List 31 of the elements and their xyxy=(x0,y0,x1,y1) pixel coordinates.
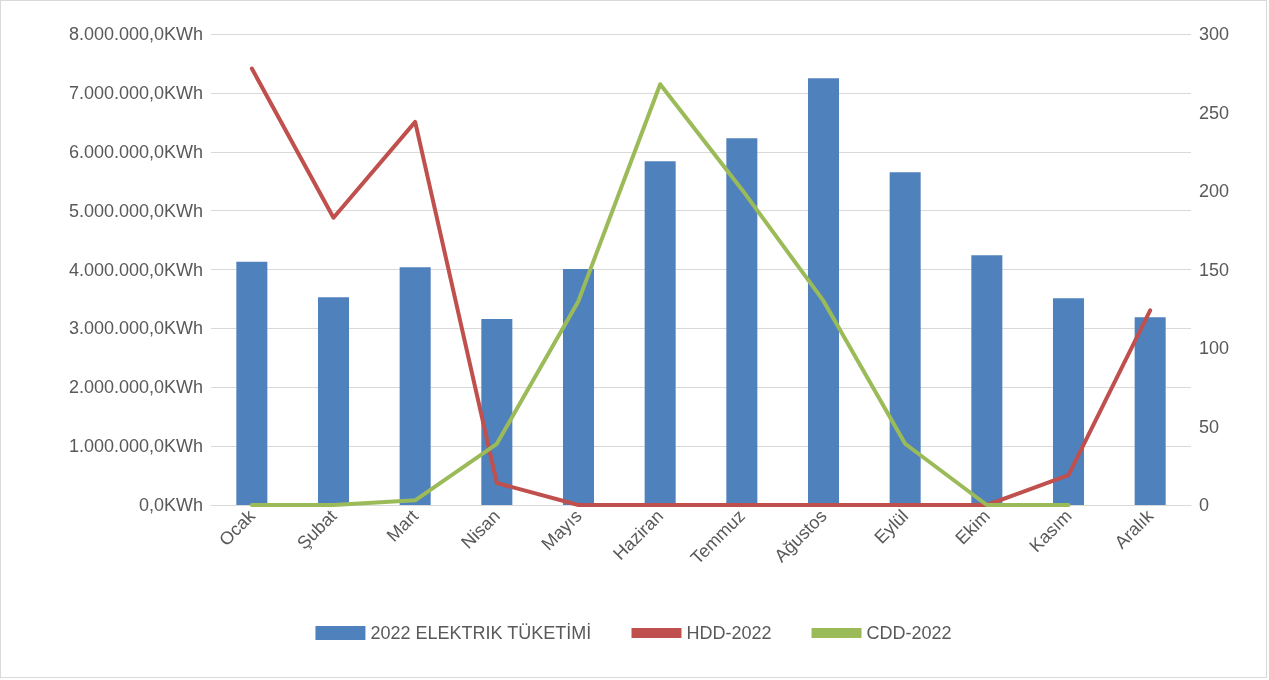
bar xyxy=(889,172,921,505)
y-tick-label: 2.000.000,0KWh xyxy=(68,377,203,398)
legend-label: HDD-2022 xyxy=(686,623,772,643)
bar xyxy=(481,318,513,505)
y2-tick-label: 0 xyxy=(1199,495,1210,515)
bar xyxy=(562,268,595,505)
y-tick-label: 4.000.000,0KWh xyxy=(68,259,203,280)
legend-label: 2022 ELEKTRIK TÜKETİMİ xyxy=(370,623,592,643)
y2-tick-label: 300 xyxy=(1199,24,1230,44)
bar xyxy=(236,261,268,505)
y-tick-label: 6.000.000,0KWh xyxy=(68,141,203,162)
y-tick-label: 3.000.000,0KWh xyxy=(68,318,203,339)
bar xyxy=(644,161,676,505)
y-tick-label: 5.000.000,0KWh xyxy=(68,200,203,221)
y-tick-label: 7.000.000,0KWh xyxy=(68,82,203,103)
bar xyxy=(1134,317,1166,505)
bar xyxy=(399,267,431,505)
bar xyxy=(1052,298,1085,505)
bar xyxy=(726,138,758,505)
legend-label: CDD-2022 xyxy=(866,623,952,643)
y2-tick-label: 50 xyxy=(1199,416,1220,437)
y2-tick-label: 200 xyxy=(1199,181,1230,201)
y2-tick-label: 100 xyxy=(1199,338,1230,358)
y-tick-label: 0,0KWh xyxy=(138,495,203,515)
y-tick-label: 8.000.000,0KWh xyxy=(68,24,203,44)
bar xyxy=(807,78,840,505)
y2-tick-label: 250 xyxy=(1199,102,1230,123)
y2-tick-label: 150 xyxy=(1199,259,1230,280)
y-tick-label: 1.000.000,0KWh xyxy=(68,436,203,457)
bar xyxy=(971,255,1003,505)
bar xyxy=(317,297,350,505)
